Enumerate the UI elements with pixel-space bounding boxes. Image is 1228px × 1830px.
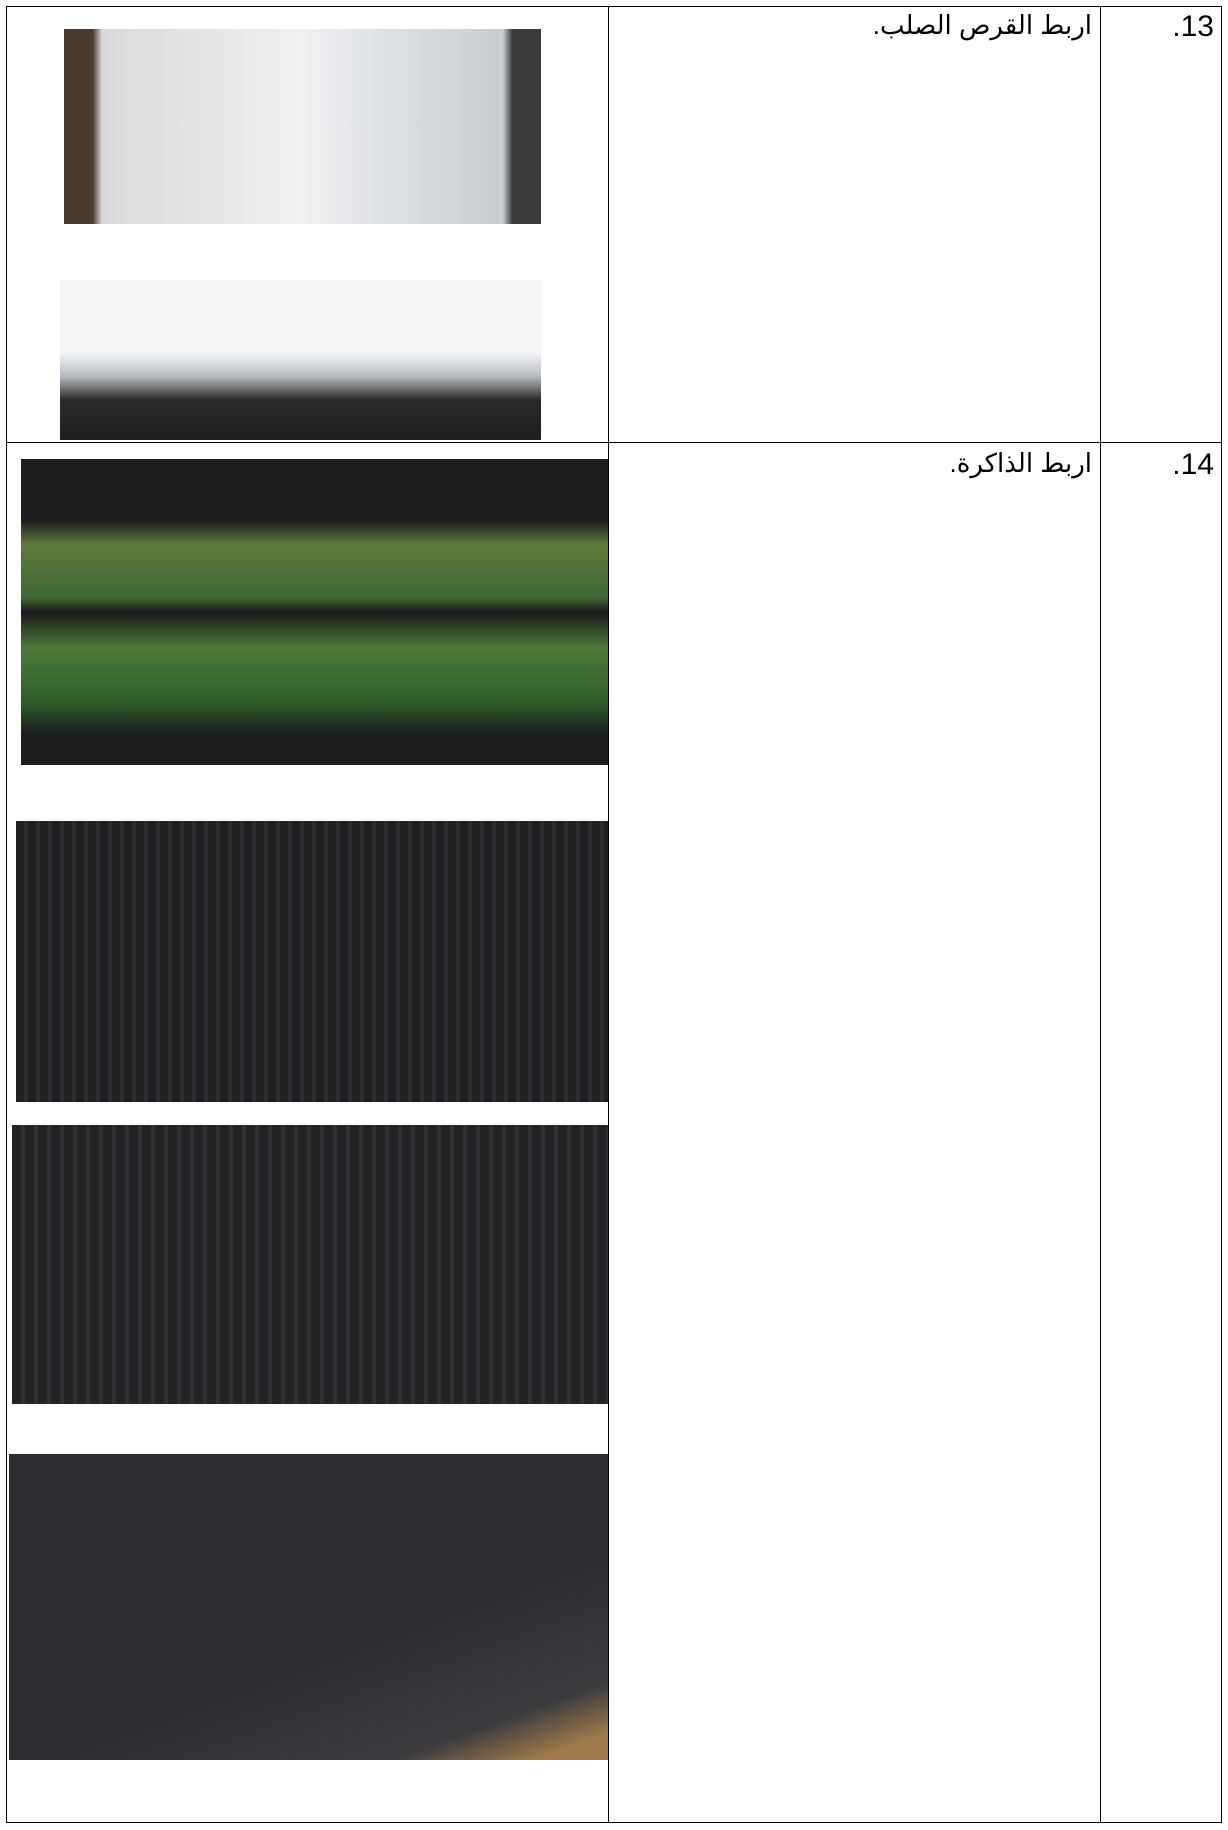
cover-photo <box>16 821 608 1102</box>
table-border <box>1221 6 1222 1823</box>
step-number: 14. <box>1172 448 1214 481</box>
table-border <box>6 442 1222 443</box>
table-border <box>6 1822 1222 1823</box>
memory-photo <box>21 459 608 765</box>
cover-photo <box>12 1125 608 1404</box>
step-text: اربط القرص الصلب. <box>872 10 1092 40</box>
table-border <box>6 6 1222 7</box>
table-border <box>1100 6 1101 1823</box>
hard-drive-photo <box>60 280 541 440</box>
step-number: 13. <box>1172 10 1214 43</box>
hard-drive-photo <box>64 29 541 224</box>
step-text: اربط الذاكرة. <box>949 448 1092 478</box>
cover-photo <box>9 1454 608 1760</box>
table-border <box>608 6 609 1823</box>
table-border <box>6 6 7 1823</box>
